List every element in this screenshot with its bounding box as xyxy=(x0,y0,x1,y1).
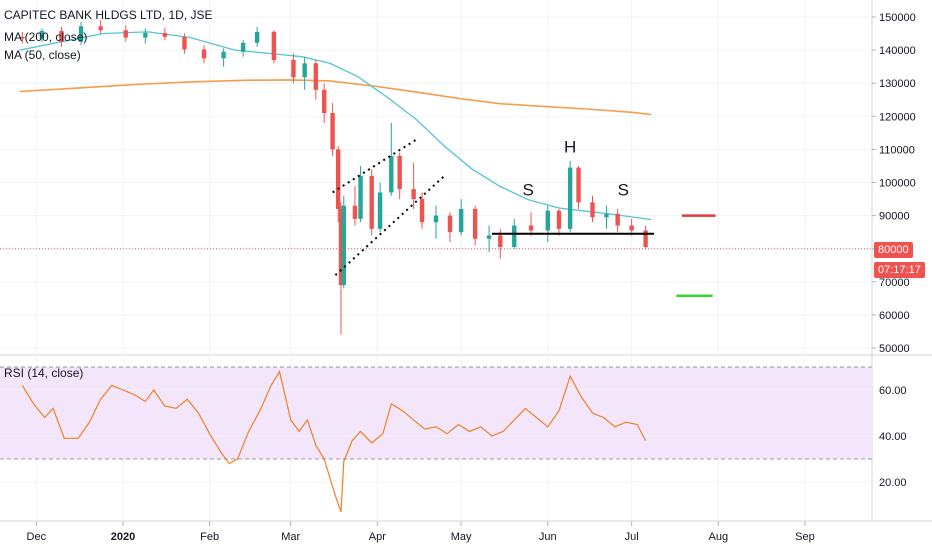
candle-body xyxy=(643,230,648,248)
candle-body xyxy=(20,36,25,39)
x-tick-label: Jul xyxy=(625,531,639,543)
candle-body xyxy=(389,156,394,193)
candle-body xyxy=(472,208,478,239)
ma200-line xyxy=(19,79,652,116)
candle-body xyxy=(590,202,595,218)
ma50-line xyxy=(19,31,652,221)
candle-body xyxy=(419,199,425,223)
candle-body xyxy=(254,31,260,43)
candle-body xyxy=(338,208,344,286)
y-tick-label: 50000 xyxy=(879,343,910,355)
candle-body xyxy=(486,235,492,239)
candle-body xyxy=(341,205,346,286)
candle-body xyxy=(322,89,327,113)
candle-body xyxy=(201,49,207,59)
channel-lower-line xyxy=(334,175,446,276)
candle-body xyxy=(397,156,402,190)
candle-body xyxy=(576,167,581,203)
candle-body xyxy=(369,175,374,229)
countdown-badge: 07:17:17 xyxy=(874,262,925,278)
candle-body xyxy=(512,225,517,248)
candle-body xyxy=(313,63,319,90)
candle-body xyxy=(182,36,187,50)
candle-body xyxy=(433,215,439,223)
candle-body xyxy=(447,215,453,233)
symbol-title: CAPITEC BANK HLDGS LTD, 1D, JSE xyxy=(4,8,213,22)
y-tick-label: 90000 xyxy=(879,211,910,223)
candle-body xyxy=(615,213,620,226)
candle-body xyxy=(271,31,277,61)
candle-body xyxy=(240,42,246,52)
candle-body xyxy=(123,30,128,38)
candle-body xyxy=(358,175,363,219)
candle-body xyxy=(78,26,84,42)
x-tick-label: May xyxy=(451,531,472,543)
candle-body xyxy=(39,30,45,39)
y-tick-label: 130000 xyxy=(879,78,916,90)
x-tick-label: Feb xyxy=(200,531,219,543)
rsi-y-tick-label: 60.00 xyxy=(879,385,907,397)
candle-body xyxy=(291,60,296,78)
x-tick-label: Aug xyxy=(708,531,728,543)
candle-body xyxy=(221,51,226,59)
y-tick-label: 150000 xyxy=(879,12,916,24)
candle-body xyxy=(98,26,103,31)
y-tick-label: 140000 xyxy=(879,45,916,57)
last-price-badge: 80000 xyxy=(874,242,913,258)
y-tick-label: 100000 xyxy=(879,178,916,190)
candle-body xyxy=(528,225,534,231)
pattern-letter: H xyxy=(564,138,576,157)
rsi-y-tick-label: 20.00 xyxy=(879,477,907,489)
candle-body xyxy=(162,32,168,37)
y-tick-label: 120000 xyxy=(879,111,916,123)
candle-body xyxy=(629,225,634,231)
candle-body xyxy=(335,149,341,209)
rsi-line xyxy=(21,370,647,513)
y-tick-label: 60000 xyxy=(879,310,910,322)
candle-body xyxy=(302,63,307,78)
rsi-legend[interactable]: RSI (14, close) xyxy=(4,366,84,380)
candle-body xyxy=(604,213,609,218)
y-tick-label: 70000 xyxy=(879,277,910,289)
candle-body xyxy=(458,208,464,233)
candle-body xyxy=(567,167,573,229)
rsi-band xyxy=(0,367,872,459)
channel-upper-line xyxy=(332,138,417,194)
pattern-letter: S xyxy=(618,181,629,200)
candle-body xyxy=(545,210,550,231)
rsi-y-tick-label: 40.00 xyxy=(879,431,907,443)
candle-body xyxy=(59,30,64,42)
candle-body xyxy=(377,192,383,229)
candle-body xyxy=(411,189,416,200)
candle-body xyxy=(330,112,335,150)
ma50-legend[interactable]: MA (50, close) xyxy=(4,48,81,62)
candle-body xyxy=(556,210,562,229)
candle-body xyxy=(498,235,503,248)
x-tick-label: Jun xyxy=(539,531,557,543)
x-tick-label: Sep xyxy=(795,531,815,543)
x-tick-label: Apr xyxy=(369,531,386,543)
x-tick-label: Mar xyxy=(281,531,300,543)
x-tick-label: Dec xyxy=(27,531,47,543)
y-tick-label: 110000 xyxy=(879,144,915,156)
pattern-letter: S xyxy=(523,181,534,200)
candle-body xyxy=(143,32,148,38)
ma200-legend[interactable]: MA (200, close) xyxy=(4,30,88,44)
x-tick-label: 2020 xyxy=(111,531,135,543)
candle-body xyxy=(352,205,358,219)
